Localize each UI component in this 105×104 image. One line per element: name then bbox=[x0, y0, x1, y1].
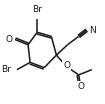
Text: Br: Br bbox=[32, 5, 42, 14]
Text: O: O bbox=[63, 61, 70, 70]
Text: N: N bbox=[89, 26, 96, 35]
Text: O: O bbox=[6, 35, 13, 44]
Text: O: O bbox=[77, 82, 84, 91]
Text: Br: Br bbox=[1, 65, 11, 74]
